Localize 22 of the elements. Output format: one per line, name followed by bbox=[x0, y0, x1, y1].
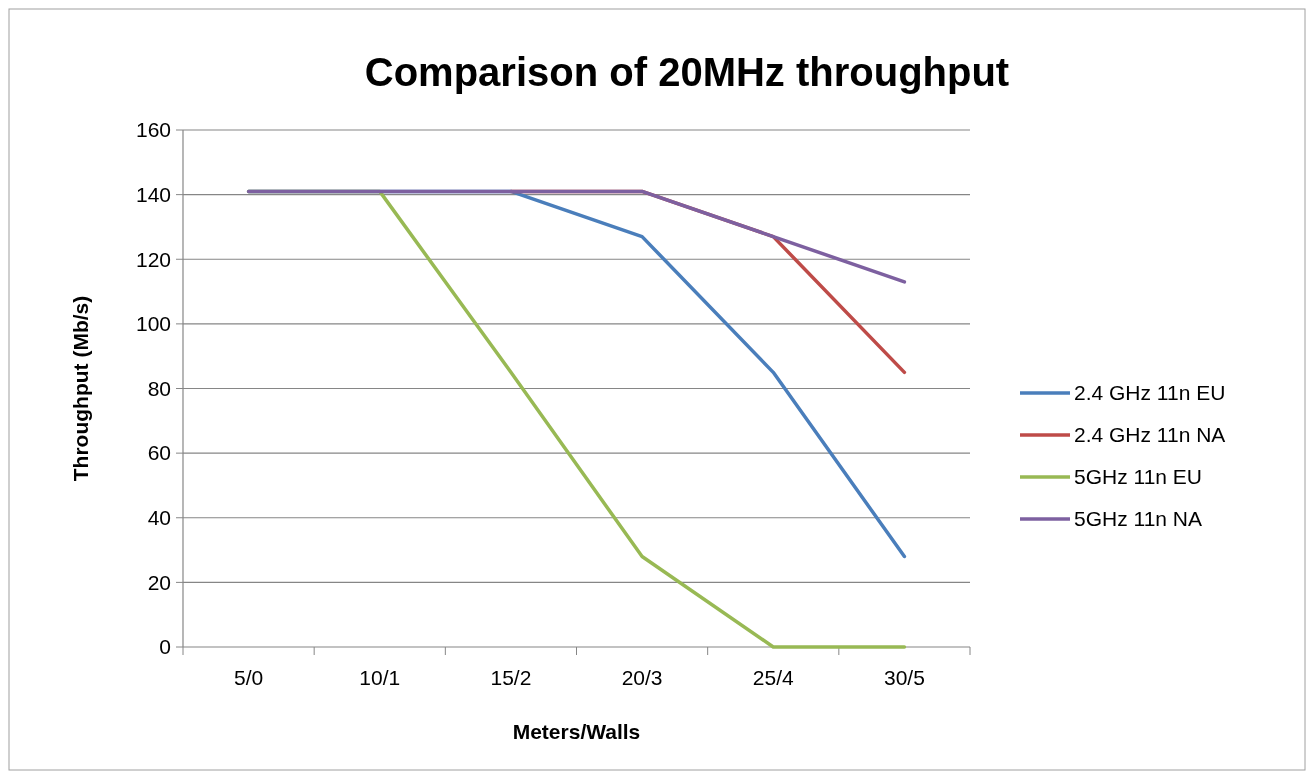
x-tick-label: 30/5 bbox=[883, 666, 925, 689]
x-tick-label: 10/1 bbox=[359, 666, 401, 689]
y-tick-label: 20 bbox=[147, 570, 171, 594]
legend-label: 2.4 GHz 11n NA bbox=[1074, 423, 1226, 447]
x-tick-label: 5/0 bbox=[233, 666, 264, 689]
y-tick-label: 120 bbox=[135, 247, 171, 271]
y-tick-label: 80 bbox=[147, 376, 171, 400]
y-axis-title: Throughput (Mb/s) bbox=[69, 295, 92, 482]
x-tick-label: 20/3 bbox=[621, 666, 663, 689]
legend-label: 2.4 GHz 11n EU bbox=[1074, 381, 1226, 405]
x-axis-title: Meters/Walls bbox=[512, 720, 641, 743]
y-tick-label: 0 bbox=[159, 635, 171, 659]
chart-title: Comparison of 20MHz throughput bbox=[364, 50, 1010, 94]
y-tick-label: 160 bbox=[135, 118, 171, 142]
x-tick-label: 25/4 bbox=[752, 666, 795, 689]
y-tick-label: 100 bbox=[135, 312, 171, 336]
x-tick-label: 15/2 bbox=[490, 666, 532, 689]
y-tick-label: 40 bbox=[147, 506, 171, 530]
legend-label: 5GHz 11n EU bbox=[1074, 465, 1202, 489]
y-tick-label: 140 bbox=[135, 182, 171, 206]
y-tick-label: 60 bbox=[147, 441, 171, 465]
legend-label: 5GHz 11n NA bbox=[1074, 507, 1202, 531]
